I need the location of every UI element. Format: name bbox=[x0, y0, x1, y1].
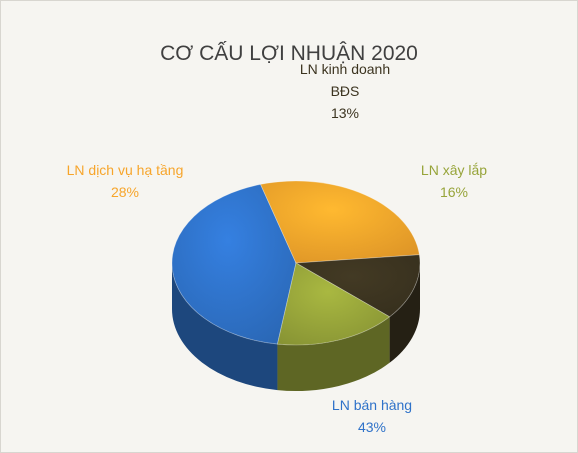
slice-ln-dich-vu-ha-tang bbox=[260, 180, 420, 264]
slice-side-ln-kinh-doanh-bds bbox=[389, 263, 420, 363]
slice-label-ln-dich-vu-ha-tang: LN dịch vụ hạ tầng bbox=[67, 162, 184, 178]
slice-ln-ban-hang bbox=[171, 183, 297, 345]
slice-side-ln-ban-hang bbox=[172, 263, 278, 391]
slice-label-ln-kinh-doanh-bds: BĐS bbox=[331, 83, 360, 99]
slice-value-ln-ban-hang: 43% bbox=[358, 419, 386, 435]
slice-value-ln-xay-lap: 16% bbox=[440, 184, 468, 200]
chart-title: CƠ CẤU LỢI NHUẬN 2020 bbox=[160, 42, 418, 65]
slice-side-ln-xay-lap bbox=[277, 316, 390, 391]
pie-depth-layer bbox=[172, 263, 420, 391]
slice-labels: LN bán hàng 43% LN dịch vụ hạ tầng 28% LN ki… bbox=[67, 61, 488, 435]
slice-label-ln-kinh-doanh-bds: LN kinh doanh bbox=[300, 61, 390, 77]
slice-label-ln-xay-lap: LN xây lắp bbox=[421, 162, 487, 178]
slice-ln-kinh-doanh-bds bbox=[294, 254, 421, 318]
pie-top-layer bbox=[171, 180, 421, 346]
slice-label-ln-ban-hang: LN bán hàng bbox=[332, 397, 412, 413]
slice-value-ln-dich-vu-ha-tang: 28% bbox=[111, 184, 139, 200]
slice-value-ln-kinh-doanh-bds: 13% bbox=[331, 105, 359, 121]
slice-ln-xay-lap bbox=[276, 262, 391, 346]
